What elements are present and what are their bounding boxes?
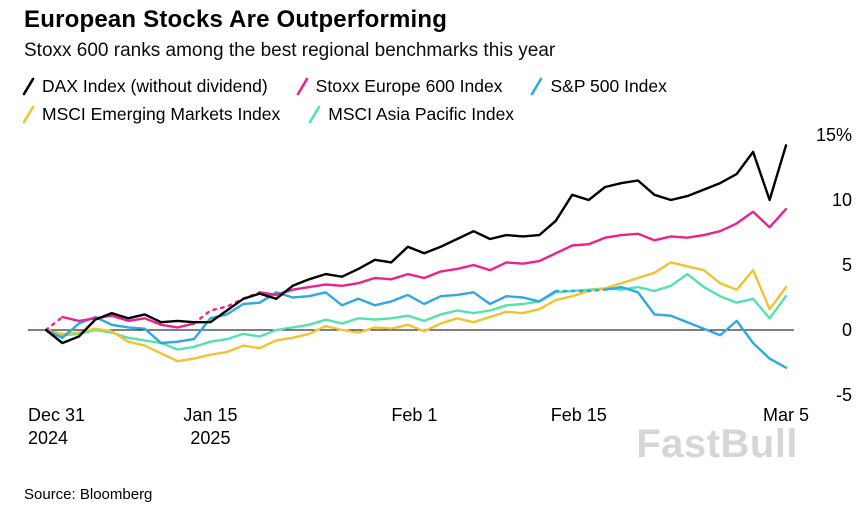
series-line-stoxx-600	[44, 315, 64, 332]
legend-item-msci-ap: MSCI Asia Pacific Index	[308, 104, 514, 125]
series-line-dax	[44, 144, 788, 345]
legend-label: DAX Index (without dividend)	[42, 76, 268, 96]
x-tick-sublabel: 2024	[28, 428, 68, 448]
chart-title: European Stocks Are Outperforming	[24, 6, 448, 33]
series-line-sp500	[603, 285, 788, 369]
series-line-sp500	[44, 289, 557, 345]
source-attribution: Source: Bloomberg	[24, 486, 153, 503]
legend-label: MSCI Asia Pacific Index	[328, 104, 515, 124]
watermark: FastBull	[636, 422, 798, 466]
y-tick-label: -5	[836, 385, 852, 405]
legend-label: MSCI Emerging Markets Index	[42, 104, 281, 124]
line-swatch-icon	[22, 105, 35, 124]
legend-item-sp500: S&P 500 Index	[530, 76, 667, 97]
line-swatch-icon	[296, 77, 308, 96]
y-tick-label: 15%	[816, 125, 852, 145]
chart-subtitle: Stoxx 600 ranks among the best regional …	[24, 40, 556, 61]
legend-label: Stoxx Europe 600 Index	[315, 76, 503, 96]
chart-legend-row-2: MSCI Emerging Markets Index MSCI Asia Pa…	[22, 104, 514, 125]
line-swatch-icon	[531, 77, 543, 96]
legend-item-dax: DAX Index (without dividend)	[22, 76, 268, 97]
line-swatch-icon	[308, 105, 321, 124]
line-swatch-icon	[22, 77, 35, 96]
x-tick-label: Feb 15	[551, 405, 607, 425]
series-line-msci-em	[44, 261, 788, 363]
series-line-stoxx-600	[258, 207, 788, 297]
x-tick-sublabel: 2025	[190, 428, 230, 448]
legend-item-stoxx-600: Stoxx Europe 600 Index	[296, 76, 503, 97]
chart-legend-row-1: DAX Index (without dividend) Stoxx Europ…	[22, 76, 667, 97]
series-line-stoxx-600	[61, 314, 196, 329]
legend-item-msci-em: MSCI Emerging Markets Index	[22, 104, 280, 125]
y-tick-label: 10	[832, 190, 852, 210]
series-line-msci-ap	[44, 272, 788, 351]
x-tick-label: Dec 31	[28, 405, 85, 425]
legend-label: S&P 500 Index	[550, 76, 667, 96]
y-tick-label: 5	[842, 255, 852, 275]
y-tick-label: 0	[842, 320, 852, 340]
x-tick-label: Mar 5	[763, 405, 809, 425]
x-tick-label: Jan 15	[183, 405, 237, 425]
series-line-sp500	[554, 288, 607, 293]
x-tick-label: Feb 1	[391, 405, 437, 425]
